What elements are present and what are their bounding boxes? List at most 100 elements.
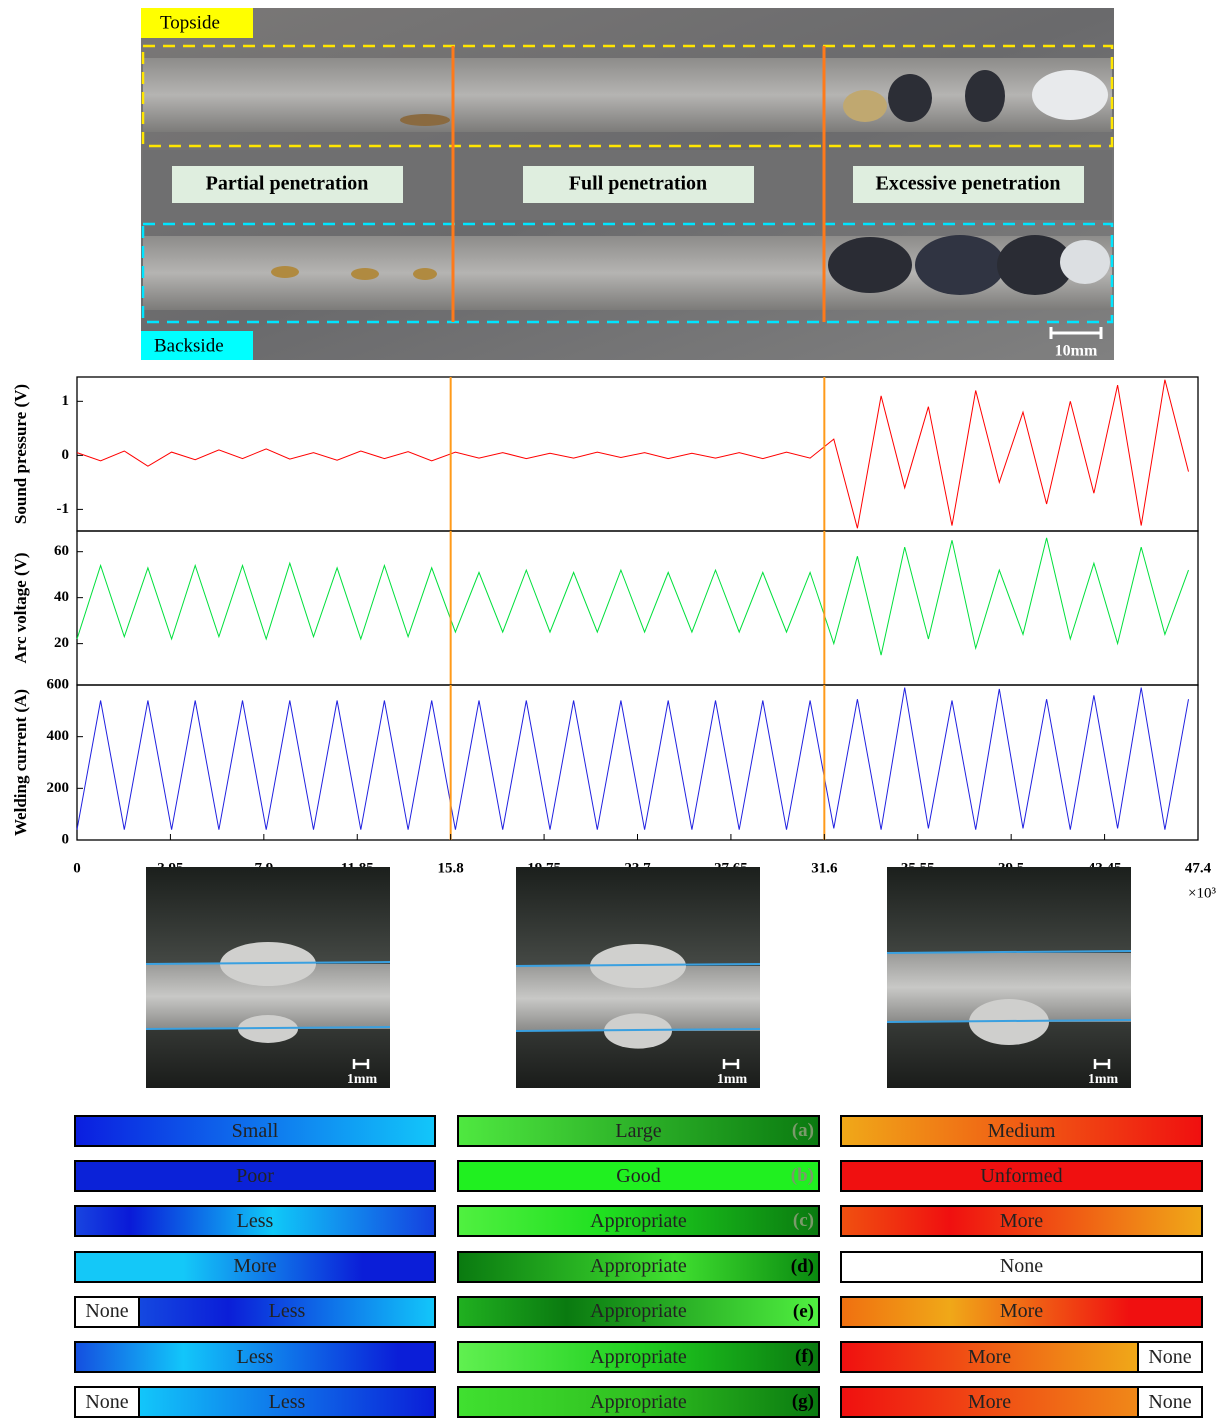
figure: Topside Backside Partial penetration Ful…	[0, 0, 1220, 1100]
cell-bar: Less	[140, 1298, 434, 1326]
signal-line	[77, 380, 1189, 529]
region-label: Excessive penetration	[876, 173, 1061, 195]
row-label: (c)	[793, 1210, 814, 1232]
weld-photo: Topside Backside Partial penetration Ful…	[141, 8, 1114, 360]
cell-text: Large	[615, 1120, 661, 1143]
table-cell: Appropriate (e)	[457, 1296, 820, 1328]
cell-bar: Small	[76, 1117, 434, 1145]
cell-text: More	[233, 1255, 276, 1278]
table-cell: Appropriate (g)	[457, 1386, 820, 1418]
y-tick-label: 40	[54, 589, 69, 605]
table-cell: Appropriate (c)	[457, 1205, 820, 1237]
cell-text: More	[968, 1391, 1011, 1414]
table-cell: Medium	[840, 1115, 1203, 1147]
row-label: (f)	[795, 1346, 814, 1368]
cell-text: Appropriate	[590, 1391, 687, 1414]
page: Topside Backside Partial penetration Ful…	[0, 0, 1220, 1419]
table-cell: More	[840, 1296, 1203, 1328]
cell-bar: Less	[76, 1207, 434, 1235]
cell-bar: More	[76, 1253, 434, 1281]
plot-frame	[77, 685, 1198, 840]
cross-sections: 1mm 1mm 1mm	[146, 867, 1131, 1088]
cell-bar: Appropriate (c)	[459, 1207, 818, 1235]
cell-text: More	[1000, 1210, 1043, 1233]
table-cell: Appropriate (f)	[457, 1341, 820, 1373]
cell-text: Poor	[236, 1165, 274, 1188]
cell-text: More	[968, 1346, 1011, 1369]
cell-bar: Appropriate (e)	[459, 1298, 818, 1326]
cell-bar: More	[842, 1298, 1201, 1326]
cell-bar: More	[842, 1343, 1137, 1371]
cell-bar: Appropriate (g)	[459, 1388, 818, 1416]
table-cell: Appropriate (d)	[457, 1251, 820, 1283]
x-tick-label: 15.8	[438, 860, 464, 876]
cell-none: None	[1137, 1343, 1201, 1371]
cell-text: Less	[237, 1346, 274, 1369]
cell-bar: Appropriate (d)	[459, 1253, 818, 1281]
cell-none: None	[76, 1298, 140, 1326]
y-axis-label: Welding current (A)	[11, 689, 30, 836]
cell-bar: More	[842, 1388, 1137, 1416]
region-label: Full penetration	[569, 173, 707, 195]
cell-text: Appropriate	[590, 1210, 687, 1233]
table-cell: Unformed	[840, 1160, 1203, 1192]
y-tick-label: 600	[47, 676, 70, 692]
cell-bar: Large (a)	[459, 1117, 818, 1145]
scale-label: 1mm	[347, 1072, 378, 1087]
cell-bar: Good (b)	[459, 1162, 818, 1190]
row-label: (g)	[792, 1391, 814, 1413]
x-tick-label: 0	[73, 860, 81, 876]
scale-label: 1mm	[1088, 1072, 1119, 1087]
topside-label: Topside	[160, 12, 220, 33]
signal-line	[77, 688, 1189, 830]
row-label: (a)	[792, 1120, 814, 1142]
cell-text: Medium	[988, 1120, 1056, 1143]
table-cell: None	[840, 1251, 1203, 1283]
cell-text: More	[1000, 1300, 1043, 1323]
cell-none: None	[1137, 1388, 1201, 1416]
table-cell: Good (b)	[457, 1160, 820, 1192]
table-cell: More None	[840, 1386, 1203, 1418]
cell-bar: Poor	[76, 1162, 434, 1190]
cell-bar: More	[842, 1207, 1201, 1235]
table-cell: More None	[840, 1341, 1203, 1373]
table-cell: Small	[74, 1115, 436, 1147]
scale-label: 1mm	[717, 1072, 748, 1087]
y-tick-label: 1	[62, 393, 70, 409]
y-tick-label: 400	[47, 728, 70, 744]
scale-label: 10mm	[1055, 343, 1098, 360]
cell-text: Small	[232, 1120, 279, 1143]
row-label: (d)	[791, 1256, 814, 1278]
cell-bar: Unformed	[842, 1162, 1201, 1190]
cell-bar: None	[842, 1253, 1201, 1281]
y-tick-label: 200	[47, 780, 70, 796]
table-cell: More	[840, 1205, 1203, 1237]
cell-text: Unformed	[980, 1165, 1062, 1188]
cell-text: Appropriate	[590, 1300, 687, 1323]
y-axis-label: Arc voltage (V)	[11, 552, 30, 663]
signal-line	[77, 538, 1189, 655]
table-cell: None Less	[74, 1386, 436, 1418]
table-cell: Large (a)	[457, 1115, 820, 1147]
y-tick-label: -1	[57, 501, 70, 517]
cell-text: Good	[616, 1165, 660, 1188]
x-multiplier: ×10³	[1188, 885, 1216, 901]
cell-text: None	[1000, 1255, 1043, 1278]
cell-bar: Appropriate (f)	[459, 1343, 818, 1371]
cell-none: None	[76, 1388, 140, 1416]
x-tick-label: 31.6	[811, 860, 838, 876]
cell-bar: Less	[76, 1343, 434, 1371]
cell-text: Appropriate	[590, 1346, 687, 1369]
x-tick-label: 47.4	[1185, 860, 1212, 876]
cell-bar: Less	[140, 1388, 434, 1416]
y-axis-label: Sound pressure (V)	[11, 384, 30, 524]
row-label: (e)	[793, 1301, 814, 1323]
backside-label: Backside	[154, 335, 224, 356]
row-label: (b)	[791, 1165, 814, 1187]
cell-text: Less	[269, 1391, 306, 1414]
y-tick-label: 60	[54, 543, 69, 559]
cell-text: Appropriate	[590, 1255, 687, 1278]
cell-text: Less	[237, 1210, 274, 1233]
